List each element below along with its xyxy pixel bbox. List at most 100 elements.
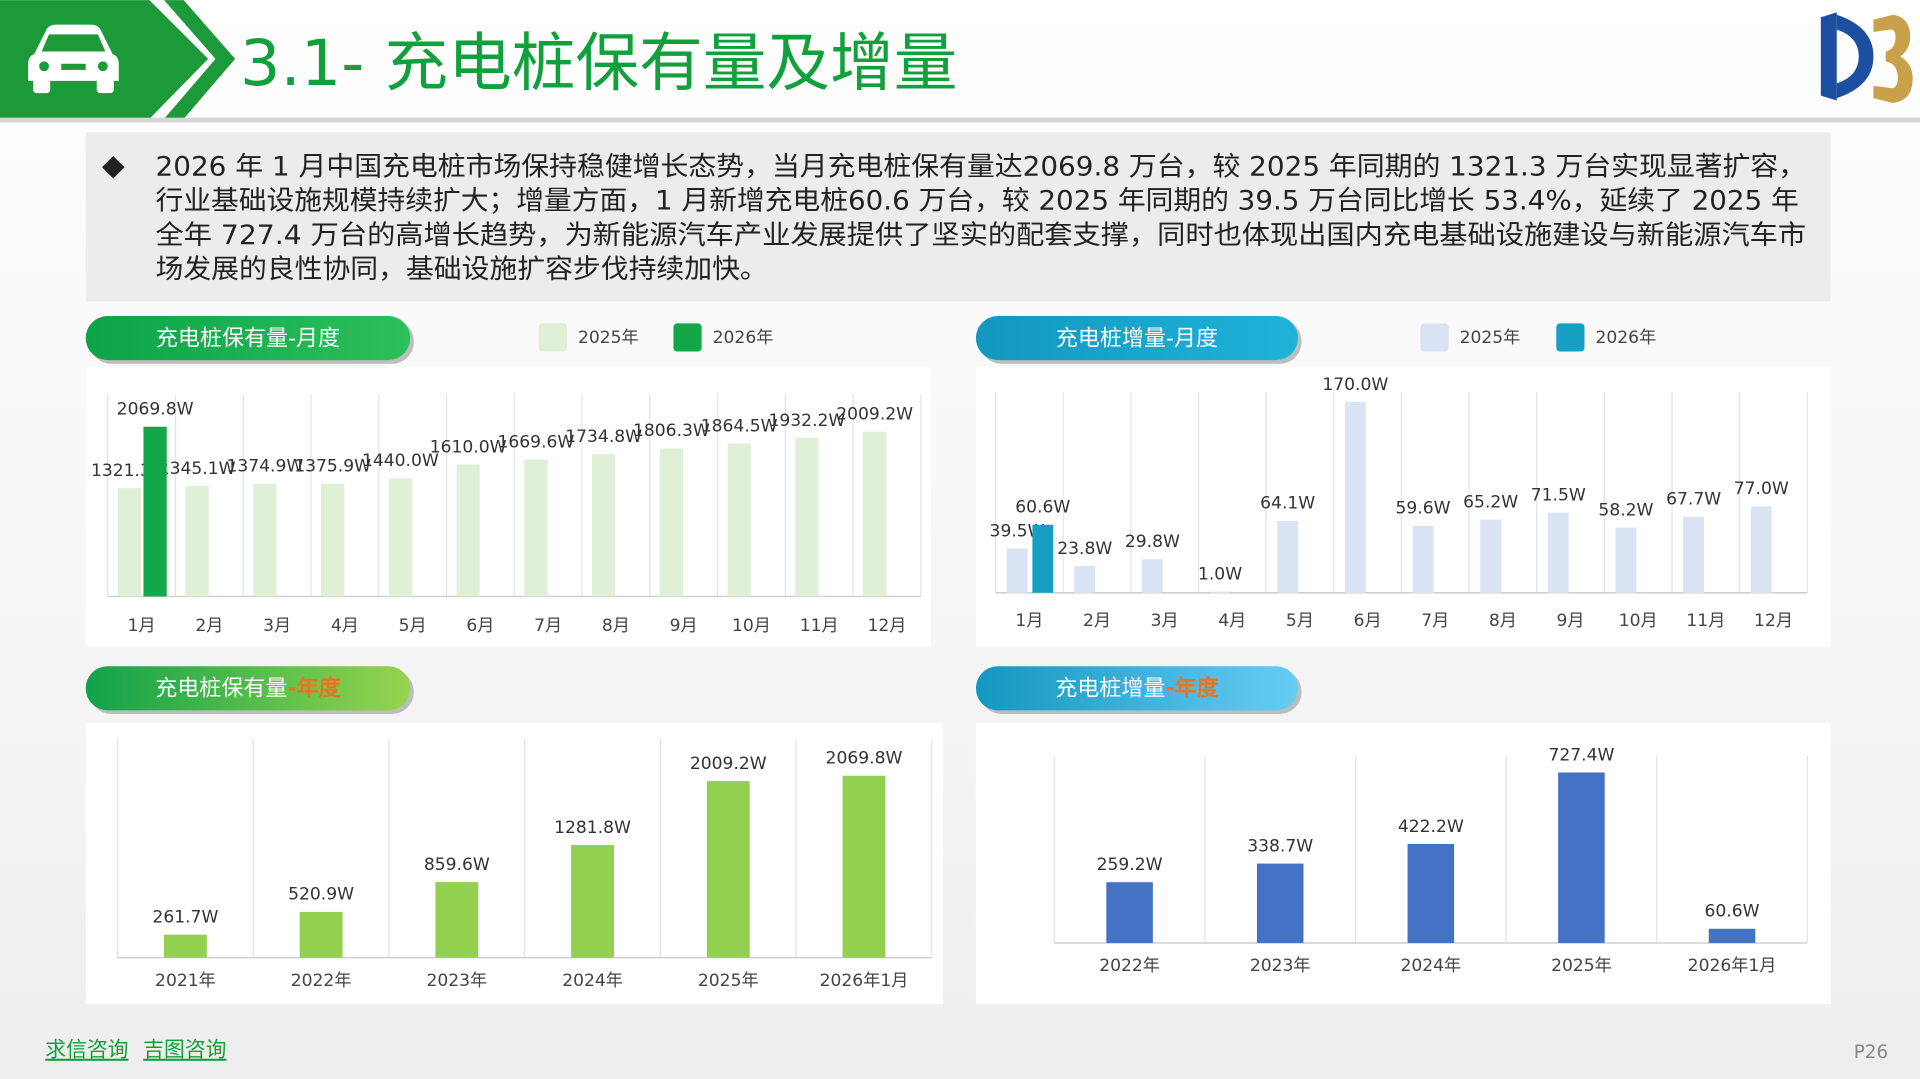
bar [727,443,751,597]
x-tick-label: 4月 [331,616,359,636]
data-label: 1734.8W [565,427,642,447]
x-tick-label: 2月 [195,616,223,636]
bar [1750,506,1772,593]
bar [1708,928,1756,943]
data-label: 859.6W [424,855,490,875]
x-tick-label: 2025年 [698,971,759,991]
data-label: 58.2W [1598,500,1653,520]
x-tick-label: 2024年 [562,971,623,991]
legend-label: 2025年 [1460,328,1521,348]
chart-title-part: -年度 [287,676,341,702]
data-label: 29.8W [1125,532,1180,552]
bar [592,454,616,597]
bar [659,448,684,597]
data-label: 59.6W [1395,499,1450,519]
data-label: 2069.8W [826,749,903,769]
legend-label: 2026年 [713,328,774,348]
bar [163,934,207,958]
bar [706,781,750,958]
x-tick-label: 2024年 [1400,956,1461,976]
x-tick-label: 1月 [1015,611,1043,631]
summary-line: 场发展的良性协同，基础设施扩容步伐持续加快。 [156,254,768,285]
legend-swatch [538,323,567,352]
bar [1256,863,1304,943]
data-label: 1374.9W [226,457,303,477]
x-tick-label: 2023年 [426,971,487,991]
source-link[interactable]: 求信咨询 [45,1038,128,1062]
data-label: 1440.0W [362,451,439,471]
bar [1412,525,1434,593]
bar [842,775,886,958]
chart-title: 充电桩保有量-年度 [155,676,341,702]
chart-title: 充电桩保有量-月度 [156,326,340,351]
data-label: 2069.8W [117,400,194,420]
bar [456,464,480,597]
x-tick-label: 10月 [732,616,771,636]
data-label: 1.0W [1198,565,1242,585]
legend-swatch [1420,323,1449,352]
data-label: 727.4W [1548,745,1614,765]
chart-panel [85,722,943,1005]
x-tick-label: 8月 [1489,611,1517,631]
chart-title-part: 充电桩保有量 [155,677,287,702]
bar [321,483,345,597]
chart-panel [85,367,931,647]
chart-title-pill [85,316,411,361]
data-label: 422.2W [1398,817,1464,837]
bar [143,426,167,597]
bar [117,488,142,597]
data-label: 67.7W [1666,490,1721,510]
bar [1407,844,1455,943]
x-tick-label: 3月 [1151,611,1179,631]
car-icon [28,24,119,94]
x-tick-label: 2026年1月 [820,971,909,991]
chart-title-pill [85,666,411,711]
data-label: 23.8W [1057,539,1112,559]
logo [1820,12,1913,103]
slide-title: 3.1- 充电桩保有量及增量 [240,27,957,101]
data-label: 60.6W [1015,498,1070,518]
summary-box [85,132,1831,302]
x-tick-label: 10月 [1619,611,1658,631]
x-tick-label: 2月 [1083,611,1111,631]
header-rule [0,117,1920,123]
x-tick-label: 6月 [466,616,494,636]
x-tick-label: 4月 [1218,611,1246,631]
bar [1141,559,1163,593]
x-tick-label: 9月 [670,616,698,636]
x-tick-label: 9月 [1557,611,1585,631]
source-link[interactable]: 吉图咨询 [143,1038,226,1062]
bar [1032,524,1054,593]
chart-title-part: 充电桩增量 [1055,677,1165,702]
legend-label: 2026年 [1596,328,1657,348]
data-label: 2009.2W [690,754,767,774]
bar [1558,772,1605,943]
chart-title: 充电桩增量-月度 [1056,326,1218,351]
header-chevron [164,0,236,119]
data-label: 1281.8W [554,818,631,838]
data-label: 261.7W [152,908,218,928]
data-label: 170.0W [1322,375,1388,395]
bar [1547,512,1569,593]
x-tick-label: 5月 [399,616,427,636]
bar [299,911,343,958]
bar [795,438,819,597]
x-tick-label: 12月 [867,616,906,636]
x-tick-label: 11月 [800,616,839,636]
x-tick-label: 7月 [534,616,562,636]
summary-line: 行业基础设施规模持续扩大；增量方面，1 月新增充电桩60.6 万台，较 2025… [156,186,1799,217]
bar [571,845,614,958]
page-number: P26 [1854,1042,1888,1063]
x-tick-label: 3月 [263,616,291,636]
x-tick-label: 2022年 [1099,956,1160,976]
data-label: 259.2W [1097,855,1163,875]
data-label: 1345.1W [159,459,236,479]
x-tick-label: 2022年 [291,971,352,991]
chart-panel [975,367,1831,647]
x-tick-label: 2023年 [1250,956,1311,976]
data-label: 1806.3W [633,421,710,441]
data-label: 71.5W [1531,485,1586,505]
bar [863,431,887,597]
